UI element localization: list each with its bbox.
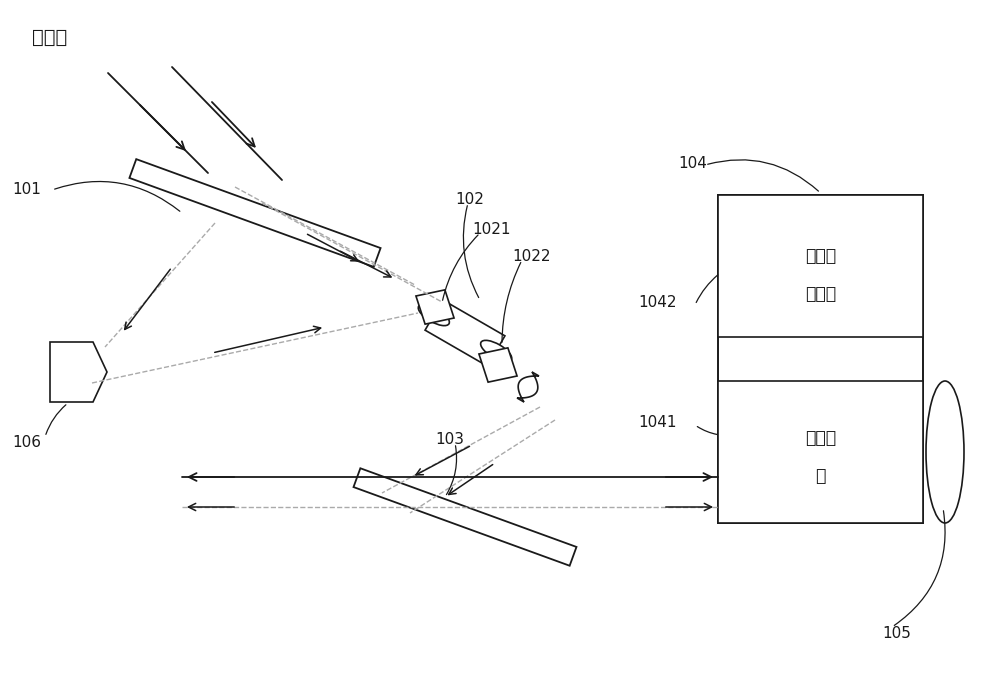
Polygon shape xyxy=(416,290,454,324)
Text: 101: 101 xyxy=(12,182,41,197)
Polygon shape xyxy=(50,342,107,402)
Ellipse shape xyxy=(418,304,449,325)
Ellipse shape xyxy=(926,381,964,523)
Text: 电光驱: 电光驱 xyxy=(805,247,836,265)
Text: 入射光: 入射光 xyxy=(32,27,67,47)
Text: 105: 105 xyxy=(882,625,911,640)
Text: 1022: 1022 xyxy=(512,249,550,264)
Polygon shape xyxy=(517,372,539,402)
Bar xyxy=(718,195,923,523)
Ellipse shape xyxy=(481,340,512,362)
Polygon shape xyxy=(129,159,381,267)
Text: 1021: 1021 xyxy=(472,223,511,238)
Bar xyxy=(718,381,923,523)
Text: 1042: 1042 xyxy=(638,295,676,310)
Text: 电光晶: 电光晶 xyxy=(805,429,836,447)
Polygon shape xyxy=(425,300,505,366)
Text: 104: 104 xyxy=(678,155,707,171)
Text: 1041: 1041 xyxy=(638,416,676,430)
Text: 103: 103 xyxy=(435,432,464,447)
Text: 106: 106 xyxy=(12,436,41,451)
Text: 动电源: 动电源 xyxy=(805,286,836,303)
Polygon shape xyxy=(354,469,576,566)
Bar xyxy=(718,195,923,337)
Polygon shape xyxy=(479,348,517,382)
Text: 体: 体 xyxy=(815,467,826,485)
Text: 102: 102 xyxy=(455,192,484,208)
